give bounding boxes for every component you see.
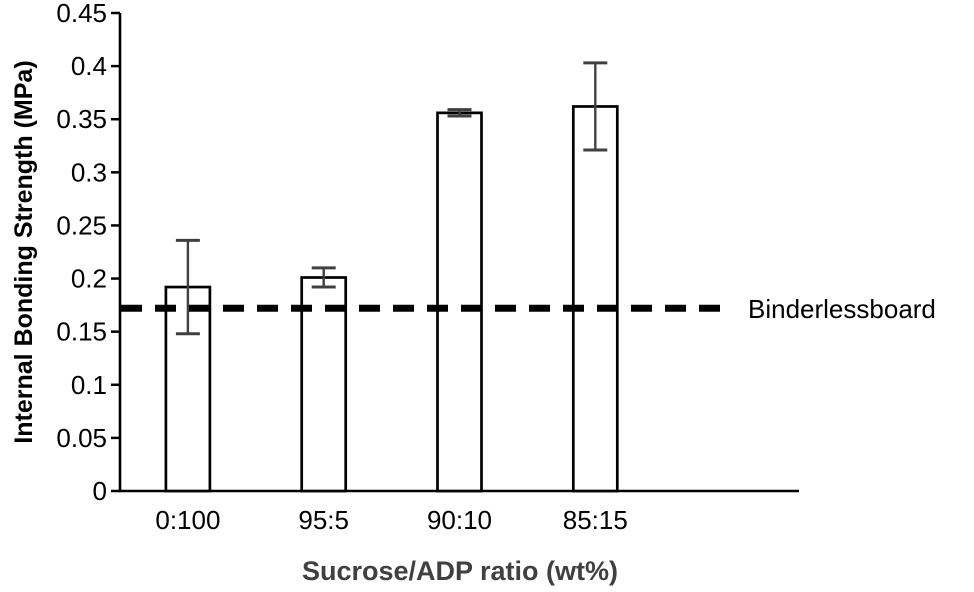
y-tick-label: 0.3: [71, 157, 107, 187]
x-category-label: 85:15: [563, 505, 628, 535]
y-tick-label: 0.45: [56, 0, 107, 28]
bar: [571, 105, 619, 493]
x-category-label: 95:5: [298, 505, 349, 535]
x-category-label: 90:10: [427, 505, 492, 535]
y-tick-label: 0.35: [56, 104, 107, 134]
y-tick-label: 0.15: [56, 317, 107, 347]
y-tick-label: 0.1: [71, 370, 107, 400]
y-tick-label: 0.2: [71, 264, 107, 294]
x-axis-title: Sucrose/ADP ratio (wt%): [301, 556, 619, 586]
y-axis-title: Internal Bonding Strength (MPa): [10, 60, 38, 444]
bar: [300, 276, 348, 493]
y-tick-label: 0: [93, 476, 107, 506]
x-category-label: 0:100: [155, 505, 220, 535]
y-tick-label: 0.25: [56, 210, 107, 240]
y-tick-label: 0.05: [56, 423, 107, 453]
reference-line-label: Binderlessboard: [748, 294, 936, 324]
bar: [436, 111, 483, 493]
y-tick-label: 0.4: [71, 51, 107, 81]
